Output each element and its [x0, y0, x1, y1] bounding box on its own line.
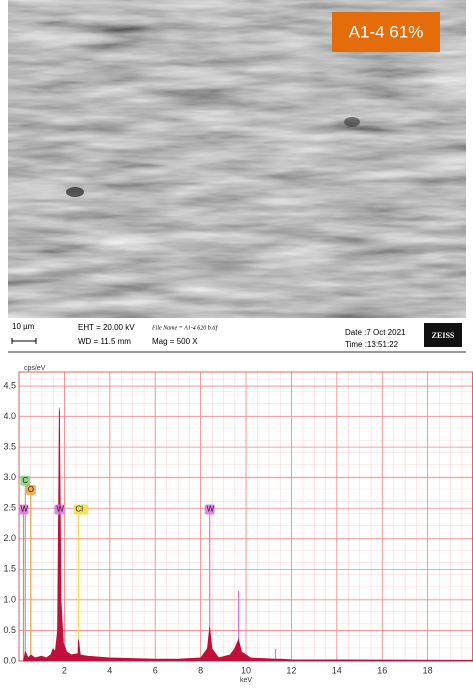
- x-axis-label: keV: [240, 677, 252, 684]
- marker-label: O: [28, 485, 34, 494]
- y-tick-label: 4.5: [3, 380, 16, 390]
- marker-label: C: [22, 476, 28, 485]
- y-tick-label: 1.0: [3, 594, 16, 604]
- x-tick-label: 12: [286, 665, 296, 675]
- marker-label: W: [207, 505, 215, 514]
- x-tick-label: 6: [153, 665, 158, 675]
- marker-label-box: [20, 475, 31, 486]
- y-tick-label: 0.5: [3, 625, 16, 635]
- mag: Mag = 500 X: [152, 337, 198, 346]
- marker-label-box: [204, 504, 215, 515]
- date: Date :7 Oct 2021: [345, 328, 406, 337]
- spectrum: [23, 410, 473, 662]
- time: Time :13:51:22: [345, 340, 399, 349]
- y-tick-label: 2.0: [3, 533, 16, 543]
- y-tick-label: 2.5: [3, 503, 16, 513]
- brand-box: [424, 323, 462, 347]
- y-tick-label: 3.0: [3, 472, 16, 482]
- x-tick-label: 14: [332, 665, 342, 675]
- sem-texture: [8, 0, 466, 318]
- badge-text: A1-4 61%: [349, 22, 424, 41]
- pit: [66, 187, 84, 197]
- y-axis-label: cps/eV: [24, 365, 46, 372]
- y-tick-label: 3.5: [3, 442, 16, 452]
- pit: [344, 117, 360, 127]
- micrograph: A1-4 61% 10 µm EHT = 20.00 kV WD = 11.5 …: [8, 0, 466, 353]
- marker-label-box: [54, 504, 65, 515]
- marker-label: W: [56, 505, 64, 514]
- marker-label-box: [18, 504, 29, 515]
- marker-label: Cl: [75, 505, 83, 514]
- x-tick-label: 8: [198, 665, 203, 675]
- y-tick-label: 4.0: [3, 411, 16, 421]
- wd: WD = 11.5 mm: [78, 337, 131, 346]
- y-tick-label: 0.0: [3, 655, 16, 665]
- x-tick-label: 16: [377, 665, 387, 675]
- scale-label: 10 µm: [12, 322, 35, 331]
- y-tick-label: 1.5: [3, 564, 16, 574]
- marker-label-box: [73, 504, 89, 515]
- x-tick-label: 2: [62, 665, 67, 675]
- brand: ZEISS: [432, 331, 455, 340]
- badge: [332, 12, 440, 52]
- marker-label-box: [25, 484, 36, 495]
- marker-label: W: [21, 505, 29, 514]
- x-tick-label: 10: [241, 665, 251, 675]
- eht: EHT = 20.00 kV: [78, 323, 135, 332]
- x-tick-label: 18: [423, 665, 433, 675]
- x-tick-label: 4: [107, 665, 112, 675]
- info-bar: [8, 318, 466, 352]
- file-name: File Name = A1-4 620 b.tif: [151, 324, 219, 331]
